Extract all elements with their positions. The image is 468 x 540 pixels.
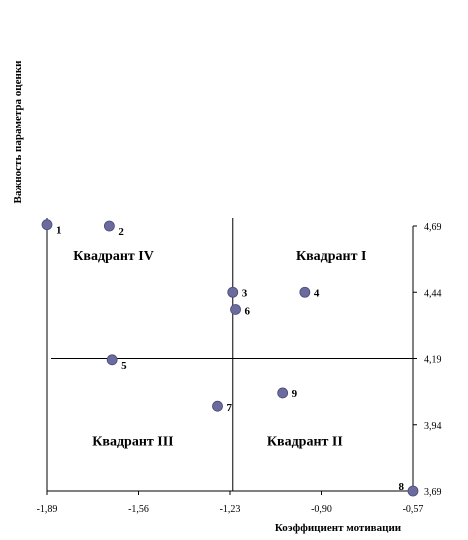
data-point [227,286,239,298]
y-tick-label: 4,19 [424,355,442,366]
quadrant-label: Квадрант I [296,249,366,264]
x-tick-label: -1,23 [220,504,241,515]
x-tick-label: -0,90 [311,504,332,515]
quadrant-label: Квадрант IV [73,249,154,264]
data-point [277,387,289,399]
tick-labels: -1,89 -1,56 -1,23 -0,90 -0,57 4,69 4,44 4,19 3,9… [37,222,442,515]
data-point [212,400,223,412]
y-axis-title: Важность параметра оценки [12,60,24,204]
data-point [299,286,311,298]
data-point [106,354,118,366]
x-tick-label: -1,56 [128,504,149,515]
point-label: 5 [121,360,127,372]
data-points: 1 2 3 4 5 6 7 8 9 [41,219,419,497]
quadrant-labels: Квадрант IV Квадрант I Квадрант III Квадран… [73,249,366,450]
y-tick-label: 4,44 [424,288,442,299]
point-label: 6 [245,305,251,317]
x-axis-title: Коэффициент мотивации [275,522,402,534]
y-tick-label: 3,94 [424,421,442,432]
quadrant-label: Квадрант III [92,435,173,450]
point-label: 8 [399,481,405,493]
quadrant-label: Квадрант II [267,435,343,450]
point-label: 9 [292,388,298,400]
point-label: 1 [56,225,62,237]
data-point [407,485,419,497]
data-point [103,220,115,232]
y-tick-label: 4,69 [424,222,442,233]
point-label: 7 [227,402,233,414]
x-tick-label: -1,89 [37,504,58,515]
point-label: 4 [314,287,320,299]
point-label: 3 [242,287,248,299]
y-tick-label: 3,69 [424,487,442,498]
point-label: 2 [118,226,124,238]
x-tick-label: -0,57 [403,504,424,515]
data-point [41,219,53,231]
data-point [230,304,241,315]
